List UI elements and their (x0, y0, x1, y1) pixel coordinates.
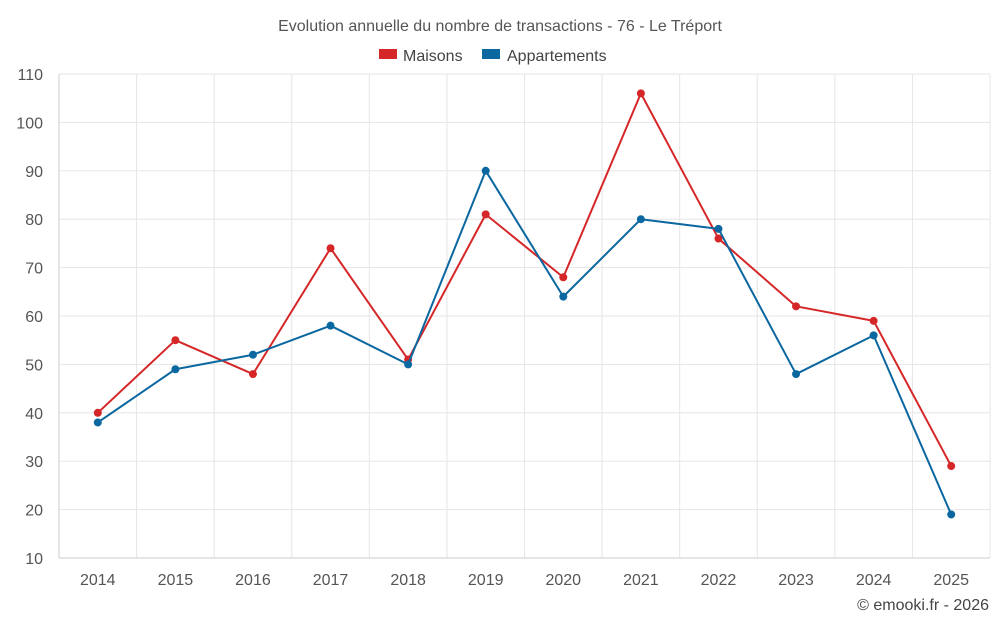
legend-label-appartements: Appartements (507, 48, 607, 65)
x-tick-label: 2014 (80, 572, 116, 589)
data-point-appartements[interactable] (947, 510, 956, 519)
data-point-appartements[interactable] (326, 321, 335, 330)
x-tick-label: 2022 (701, 572, 737, 589)
data-point-maisons[interactable] (559, 273, 568, 282)
y-tick-label: 60 (25, 309, 43, 326)
x-tick-label: 2016 (235, 572, 271, 589)
series-line-appartements (97, 169, 953, 515)
data-point-maisons[interactable] (947, 462, 956, 471)
data-point-maisons[interactable] (481, 210, 490, 219)
data-point-maisons[interactable] (869, 316, 878, 325)
legend-item-appartements[interactable]: Appartements (482, 48, 607, 65)
data-point-appartements[interactable] (93, 418, 102, 427)
series-maisons (93, 89, 956, 471)
data-point-maisons[interactable] (636, 89, 645, 98)
data-point-maisons[interactable] (93, 408, 102, 417)
y-tick-label: 70 (25, 261, 43, 278)
data-point-appartements[interactable] (792, 370, 801, 379)
data-point-appartements[interactable] (481, 166, 490, 175)
legend-item-maisons[interactable]: Maisons (379, 48, 463, 65)
series-line-maisons (97, 92, 953, 467)
x-tick-label: 2021 (623, 572, 659, 589)
y-tick-label: 90 (25, 164, 43, 181)
data-point-appartements[interactable] (869, 331, 878, 340)
data-point-maisons[interactable] (792, 302, 801, 311)
x-tick-label: 2020 (545, 572, 581, 589)
series (93, 89, 956, 519)
data-point-appartements[interactable] (636, 215, 645, 224)
data-point-maisons[interactable] (171, 336, 180, 345)
y-tick-label: 40 (25, 406, 43, 423)
y-tick-label: 100 (16, 115, 43, 132)
x-tick-label: 2025 (933, 572, 969, 589)
y-tick-label: 50 (25, 357, 43, 374)
credit-text: © emooki.fr - 2026 (857, 597, 989, 614)
x-tick-label: 2019 (468, 572, 504, 589)
x-tick-label: 2024 (856, 572, 892, 589)
x-tick-label: 2017 (313, 572, 349, 589)
data-point-appartements[interactable] (714, 224, 723, 233)
y-tick-label: 80 (25, 212, 43, 229)
data-point-appartements[interactable] (559, 292, 568, 301)
x-tick-label: 2023 (778, 572, 814, 589)
data-point-appartements[interactable] (404, 360, 413, 369)
series-appartements (93, 166, 956, 519)
y-tick-label: 20 (25, 503, 43, 520)
x-tick-label: 2018 (390, 572, 426, 589)
grid (58, 73, 991, 559)
legend: Maisons Appartements (379, 48, 607, 65)
y-tick-label: 30 (25, 454, 43, 471)
data-point-appartements[interactable] (171, 365, 180, 374)
data-point-maisons[interactable] (714, 234, 723, 243)
x-axis-ticks: 2014 2015 2016 2017 2018 2019 2020 2021 2022 2023… (80, 572, 969, 589)
data-point-appartements[interactable] (248, 350, 257, 359)
chart-title: Evolution annuelle du nombre de transact… (278, 18, 722, 35)
data-point-maisons[interactable] (326, 244, 335, 253)
legend-label-maisons: Maisons (403, 48, 463, 65)
y-tick-label: 10 (25, 551, 43, 568)
legend-swatch-appartements (482, 49, 500, 59)
x-tick-label: 2015 (158, 572, 194, 589)
legend-swatch-maisons (379, 49, 397, 59)
y-tick-label: 110 (17, 67, 43, 84)
y-axis-ticks: 10 20 30 40 50 60 70 80 90 100 110 (16, 67, 43, 568)
data-point-maisons[interactable] (248, 370, 257, 379)
